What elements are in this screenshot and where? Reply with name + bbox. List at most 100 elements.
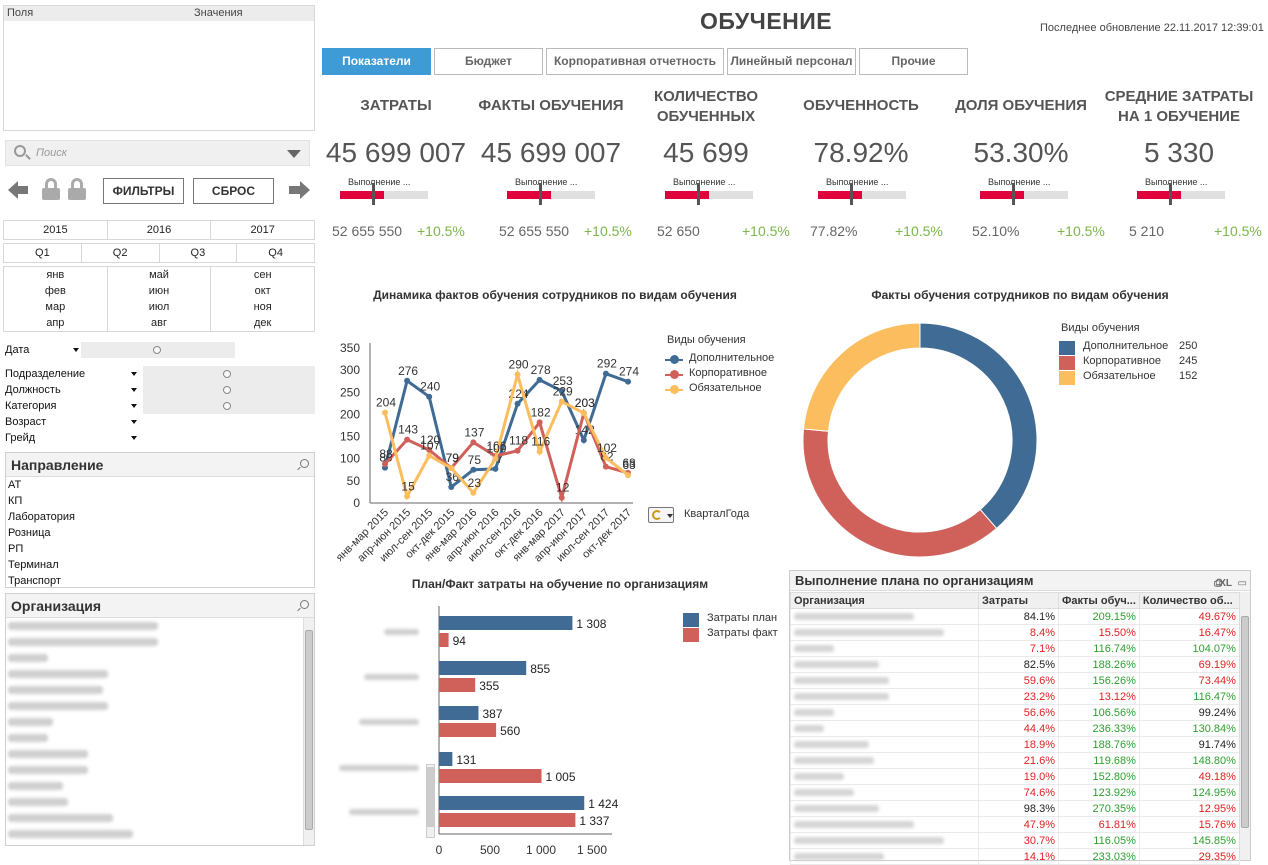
unlock-icon[interactable] bbox=[68, 178, 86, 200]
list-item[interactable]: РП bbox=[8, 543, 24, 555]
quarter-q1[interactable]: Q1 bbox=[4, 244, 82, 262]
col-count[interactable]: Количество об... bbox=[1138, 592, 1240, 609]
tab-budget[interactable]: Бюджет bbox=[434, 48, 543, 75]
month-item[interactable]: янв bbox=[46, 269, 65, 281]
list-item[interactable] bbox=[6, 650, 314, 666]
org-name-cell[interactable] bbox=[790, 608, 979, 625]
print-icon[interactable]: ⎙ bbox=[1214, 578, 1222, 589]
year-2017[interactable]: 2017 bbox=[250, 224, 275, 236]
reset-button[interactable]: СБРОС bbox=[193, 178, 274, 204]
quarter-q3[interactable]: Q3 bbox=[160, 244, 238, 262]
table-row[interactable]: 8.4% 15.50% 16.47% bbox=[790, 624, 1240, 641]
org-name-cell[interactable] bbox=[790, 672, 979, 689]
list-item[interactable] bbox=[6, 778, 314, 794]
org-name-cell[interactable] bbox=[790, 704, 979, 721]
list-item[interactable]: АТ bbox=[8, 479, 22, 491]
maximize-icon[interactable]: ▭ bbox=[1237, 578, 1247, 589]
chevron-down-icon[interactable] bbox=[131, 420, 137, 424]
table-row[interactable]: 23.2% 13.12% 116.47% bbox=[790, 688, 1240, 705]
chevron-down-icon[interactable] bbox=[131, 372, 137, 376]
org-name-cell[interactable] bbox=[790, 768, 979, 785]
scrollbar[interactable] bbox=[303, 618, 314, 845]
month-item[interactable]: июн bbox=[148, 285, 170, 297]
org-name-cell[interactable] bbox=[790, 656, 979, 673]
list-item[interactable] bbox=[6, 714, 314, 730]
slider-handle[interactable] bbox=[223, 370, 231, 378]
chevron-down-icon[interactable] bbox=[131, 436, 137, 440]
month-item[interactable]: фев bbox=[44, 285, 66, 297]
list-item[interactable] bbox=[6, 682, 314, 698]
month-item[interactable]: дек bbox=[254, 317, 272, 329]
search-icon[interactable] bbox=[300, 459, 309, 468]
list-item[interactable] bbox=[6, 618, 314, 634]
quarter-q2[interactable]: Q2 bbox=[82, 244, 160, 262]
table-row[interactable]: 82.5% 188.26% 69.19% bbox=[790, 656, 1240, 673]
list-item[interactable]: Транспорт bbox=[8, 575, 61, 587]
table-row[interactable]: 74.6% 123.92% 124.95% bbox=[790, 784, 1240, 801]
table-row[interactable]: 21.6% 119.68% 148.80% bbox=[790, 752, 1240, 769]
list-item[interactable] bbox=[6, 746, 314, 762]
filter-age[interactable]: Возраст bbox=[3, 414, 315, 430]
filter-grade[interactable]: Грейд bbox=[3, 430, 315, 446]
table-row[interactable]: 44.4% 236.33% 130.84% bbox=[790, 720, 1240, 737]
search-icon[interactable] bbox=[300, 600, 309, 609]
back-arrow-icon[interactable] bbox=[8, 180, 30, 200]
month-item[interactable]: окт bbox=[254, 285, 271, 297]
org-name-cell[interactable] bbox=[790, 624, 979, 641]
list-item[interactable] bbox=[6, 810, 314, 826]
search-input[interactable]: Поиск bbox=[5, 140, 310, 166]
table-row[interactable]: 84.1% 209.15% 49.67% bbox=[790, 608, 1240, 625]
org-name-cell[interactable] bbox=[790, 640, 979, 657]
list-item[interactable] bbox=[6, 762, 314, 778]
org-name-cell[interactable] bbox=[790, 800, 979, 817]
col-facts[interactable]: Факты обуч... bbox=[1058, 592, 1140, 609]
month-item[interactable]: май bbox=[149, 269, 169, 281]
table-row[interactable]: 14.1% 233.03% 29.35% bbox=[790, 848, 1240, 865]
forward-arrow-icon[interactable] bbox=[288, 180, 310, 200]
date-filter[interactable]: Дата bbox=[3, 342, 235, 358]
list-item[interactable] bbox=[6, 794, 314, 810]
org-name-cell[interactable] bbox=[790, 784, 979, 801]
list-item[interactable] bbox=[6, 666, 314, 682]
table-row[interactable]: 47.9% 61.81% 15.76% bbox=[790, 816, 1240, 833]
chevron-down-icon[interactable] bbox=[73, 348, 79, 352]
year-2016[interactable]: 2016 bbox=[108, 221, 212, 239]
slider-handle[interactable] bbox=[223, 402, 231, 410]
table-row[interactable]: 98.3% 270.35% 12.95% bbox=[790, 800, 1240, 817]
filters-button[interactable]: ФИЛЬТРЫ bbox=[103, 178, 184, 204]
list-item[interactable] bbox=[6, 698, 314, 714]
list-item[interactable]: Терминал bbox=[8, 559, 59, 571]
col-costs[interactable]: Затраты bbox=[978, 592, 1059, 609]
cycle-icon[interactable] bbox=[648, 507, 674, 523]
chevron-down-icon[interactable] bbox=[131, 404, 137, 408]
month-item[interactable]: ноя bbox=[253, 301, 272, 313]
list-item[interactable]: Розница bbox=[8, 527, 51, 539]
filter-position[interactable]: Должность bbox=[3, 382, 315, 398]
org-name-cell[interactable] bbox=[790, 736, 979, 753]
tab-line-staff[interactable]: Линейный персонал bbox=[727, 48, 856, 75]
org-name-cell[interactable] bbox=[790, 832, 979, 849]
year-2015[interactable]: 2015 bbox=[4, 221, 108, 239]
table-row[interactable]: 18.9% 188.76% 91.74% bbox=[790, 736, 1240, 753]
tab-other[interactable]: Прочие bbox=[859, 48, 968, 75]
filter-category[interactable]: Категория bbox=[3, 398, 315, 414]
slider-handle[interactable] bbox=[153, 346, 161, 354]
list-item[interactable]: Лаборатория bbox=[8, 511, 75, 523]
list-item[interactable] bbox=[6, 826, 314, 842]
col-organization[interactable]: Организация bbox=[790, 592, 979, 609]
org-name-cell[interactable] bbox=[790, 848, 979, 865]
table-row[interactable]: 30.7% 116.05% 145.85% bbox=[790, 832, 1240, 849]
org-name-cell[interactable] bbox=[790, 816, 979, 833]
list-item[interactable] bbox=[6, 634, 314, 650]
month-item[interactable]: авг bbox=[151, 317, 167, 329]
slider-handle[interactable] bbox=[223, 386, 231, 394]
filter-department[interactable]: Подразделение bbox=[3, 366, 315, 382]
table-row[interactable]: 19.0% 152.80% 49.18% bbox=[790, 768, 1240, 785]
org-name-cell[interactable] bbox=[790, 720, 979, 737]
tab-corporate-reporting[interactable]: Корпоративная отчетность bbox=[546, 48, 724, 75]
table-row[interactable]: 59.6% 156.26% 73.44% bbox=[790, 672, 1240, 689]
month-item[interactable]: мар bbox=[45, 301, 66, 313]
list-item[interactable] bbox=[6, 730, 314, 746]
quarter-q4[interactable]: Q4 bbox=[268, 247, 283, 259]
table-row[interactable]: 7.1% 116.74% 104.07% bbox=[790, 640, 1240, 657]
